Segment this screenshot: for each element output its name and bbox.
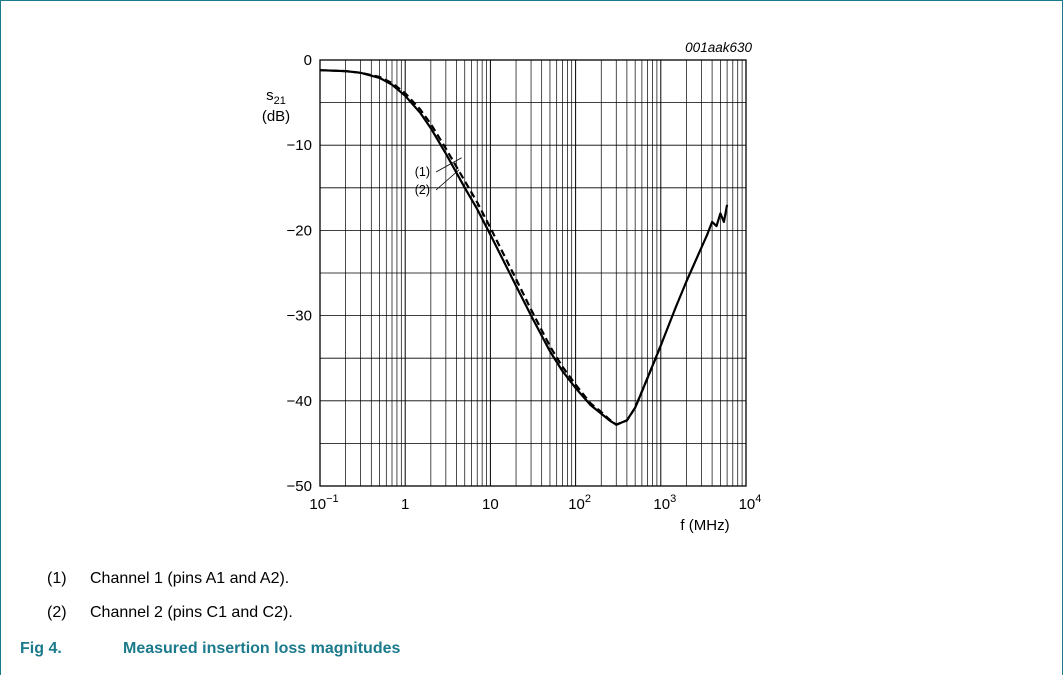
y-tick-label: 0 [304,52,312,69]
figure: 0 −10 −20 −30 −40 −50 10−1 1 10 102 103 104 001aak6… [262,40,762,534]
annotation-leader-1 [435,157,462,173]
x-tick-exponent: 2 [585,493,591,505]
x-tick-label: 10 [482,496,499,513]
x-tick-base: 10 [482,496,499,513]
x-tick-base: 10 [309,496,326,513]
x-tick-base: 10 [653,496,670,513]
y-axis-label-main: s [266,87,274,104]
annotation-leader-2 [435,169,460,191]
x-tick-label: 103 [653,493,676,513]
y-tick-label: −20 [287,222,312,239]
x-axis-label: f (MHz) [680,517,729,534]
y-tick-label: −30 [287,308,312,325]
series-line-1 [319,69,729,426]
note-2: (2) Channel 2 (pins C1 and C2). [47,604,293,622]
x-tick-label: 10−1 [309,493,338,513]
y-axis-unit: (dB) [262,108,290,125]
figure-number: Fig 4. [20,640,62,657]
x-tick-exponent: −1 [326,493,339,505]
x-tick-label: 102 [568,493,591,513]
y-tick-label: −10 [287,137,312,154]
figure-caption: Fig 4. Measured insertion loss magnitude… [20,640,400,658]
x-tick-base: 10 [568,496,585,513]
plot-border [319,59,747,487]
y-tick-label: −50 [287,478,312,495]
series-line-2 [319,69,662,426]
note-2-number: (2) [47,604,67,621]
note-2-text: Channel 2 (pins C1 and C2). [90,604,293,621]
x-tick-label: 104 [739,493,762,513]
x-tick-base: 1 [401,496,409,513]
x-tick-label: 1 [401,496,409,513]
grid [319,59,746,487]
note-1-number: (1) [47,570,67,587]
x-tick-exponent: 4 [755,493,761,505]
annotation-label-1: (1) [415,165,430,179]
note-1: (1) Channel 1 (pins A1 and A2). [47,570,289,588]
y-tick-label: −40 [287,393,312,410]
note-1-text: Channel 1 (pins A1 and A2). [90,570,290,587]
x-tick-exponent: 3 [670,493,676,505]
series-group [319,69,729,426]
x-tick-base: 10 [739,496,756,513]
figure-id: 001aak630 [685,40,752,55]
y-axis-label-sub: 21 [274,95,286,107]
annotation-label-2: (2) [415,183,430,197]
series-annotations: (1)(2) [415,157,462,197]
figure-title: Measured insertion loss magnitudes [123,640,401,657]
y-axis-label: s21 [266,87,286,107]
